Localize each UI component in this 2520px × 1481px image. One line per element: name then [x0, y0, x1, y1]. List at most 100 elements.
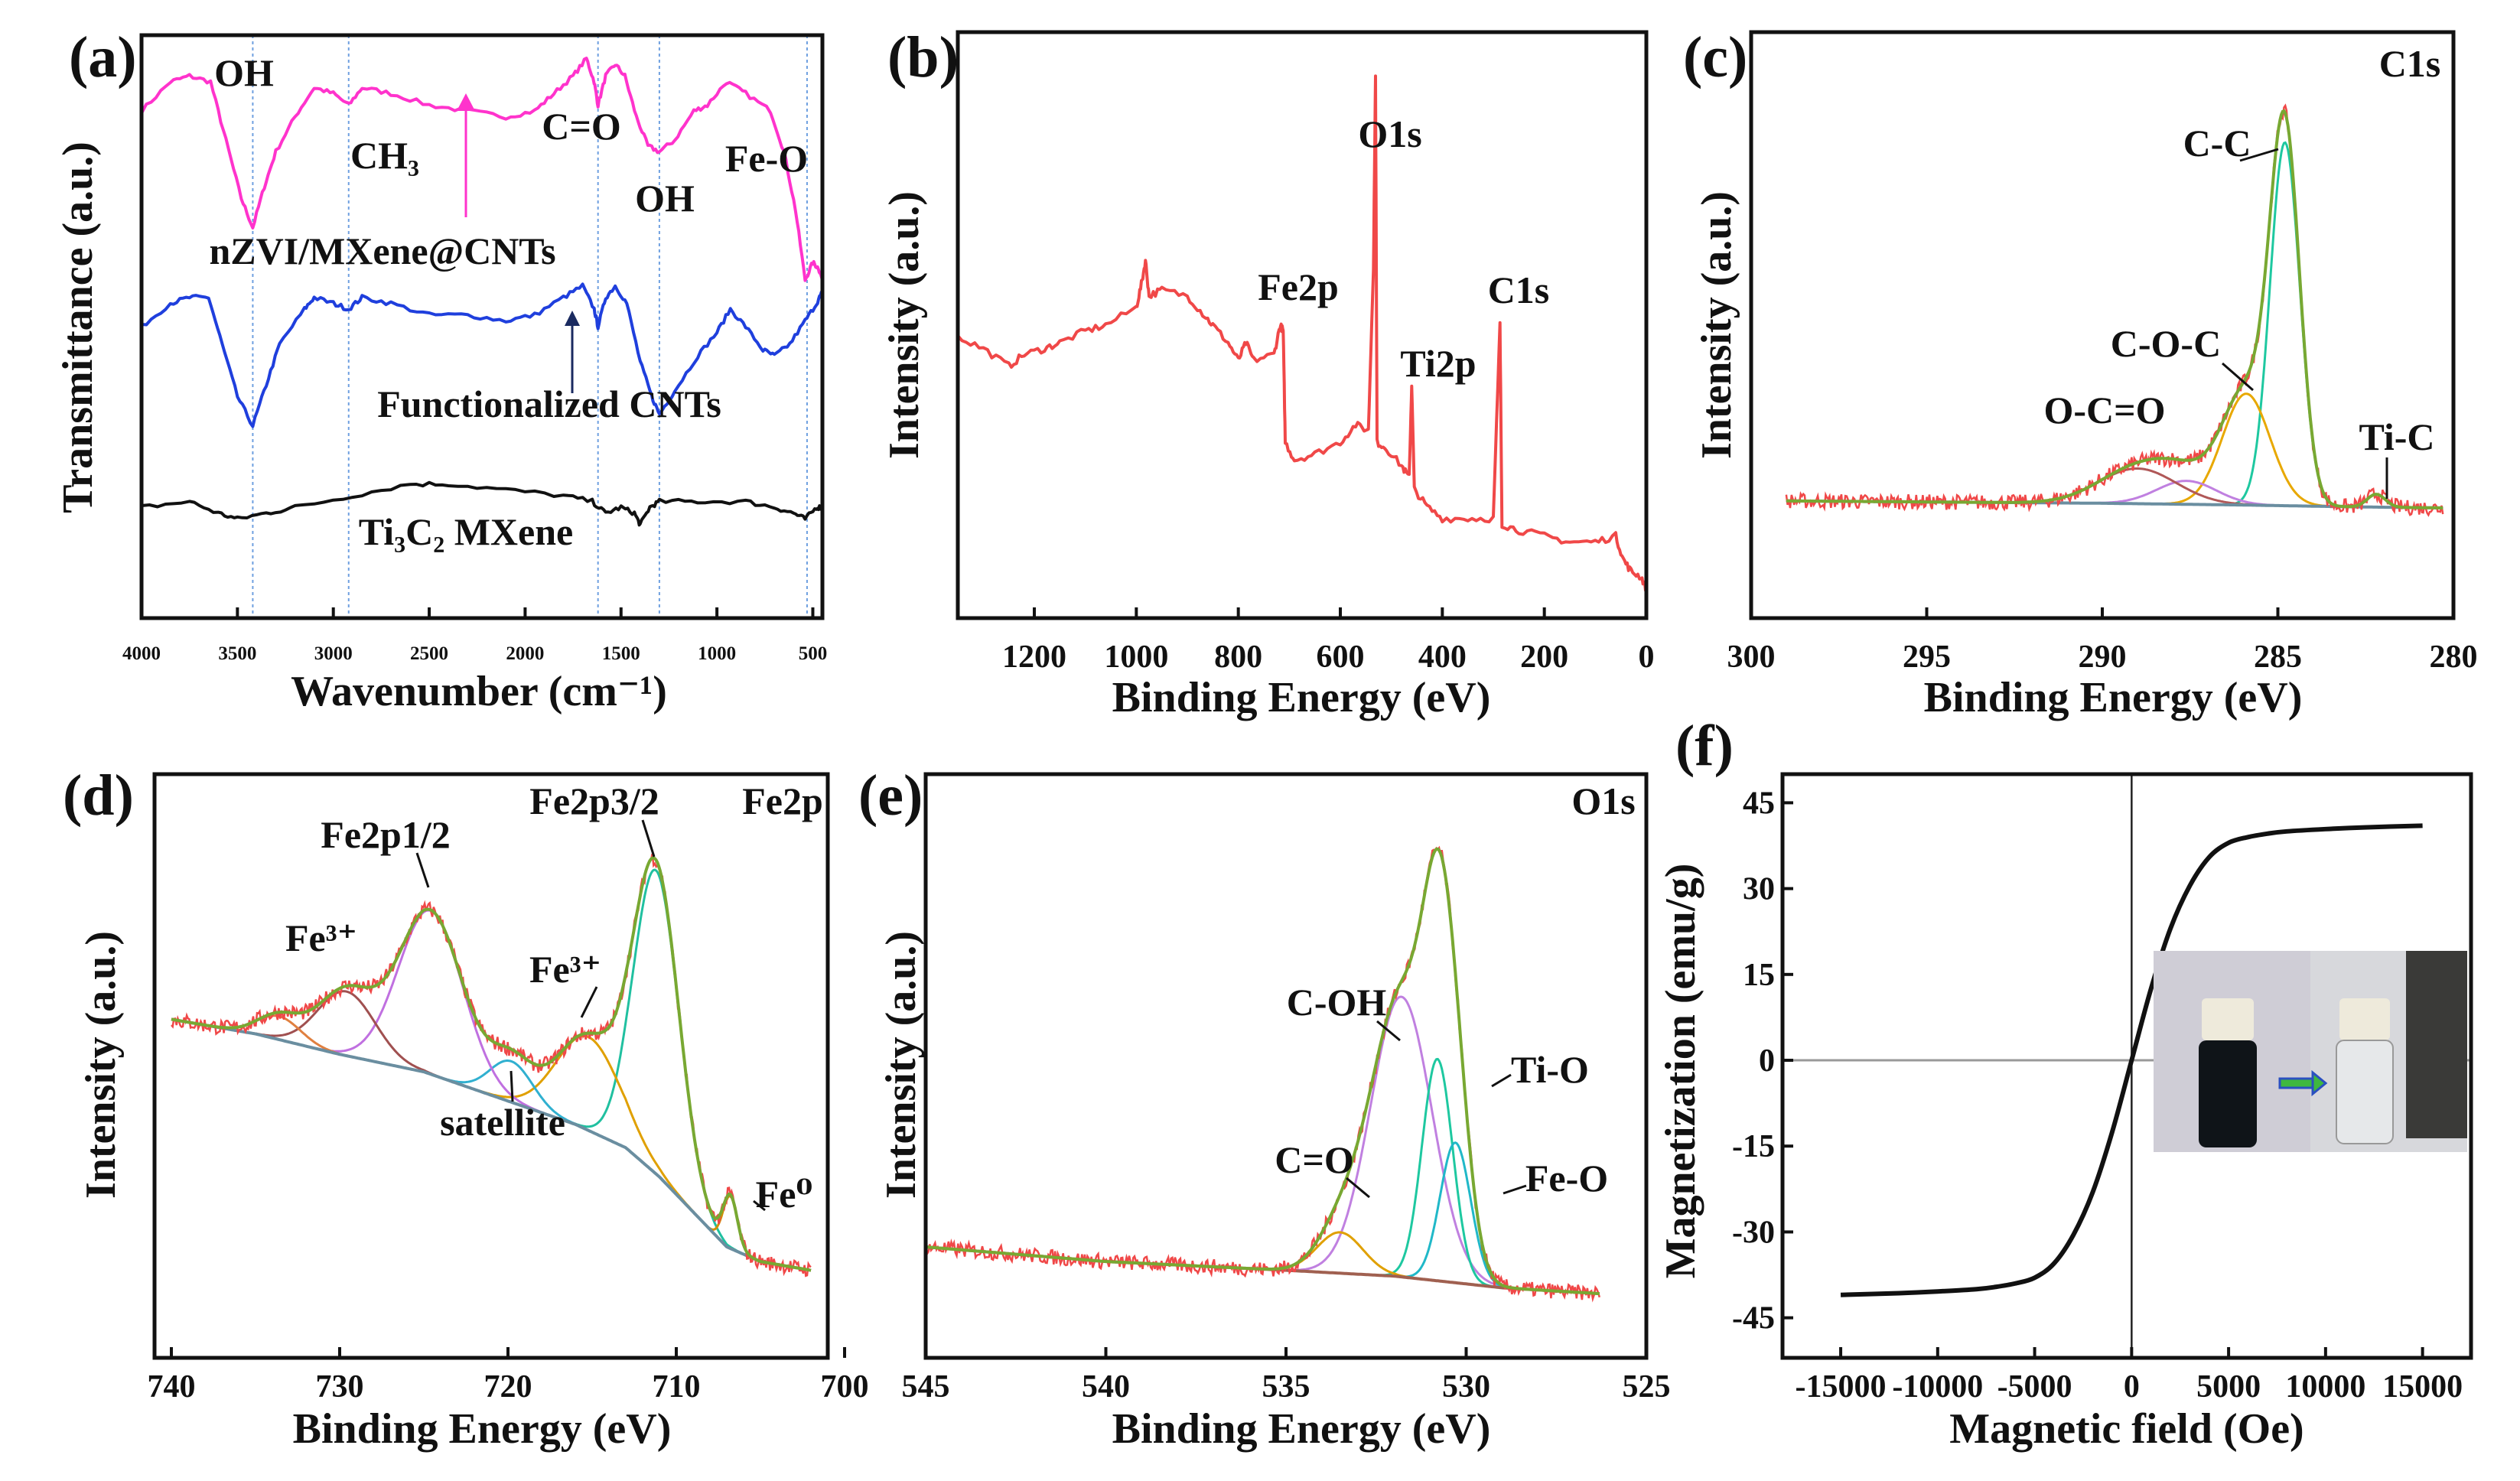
x-axis-title: Binding Energy (eV)	[293, 1405, 672, 1453]
raw-data-line	[924, 845, 1601, 1303]
x-axis-title: Binding Energy (eV)	[1112, 674, 1491, 721]
series-line-ti-c-mxene	[141, 480, 824, 527]
fit-envelope-line	[925, 847, 1600, 1296]
annotation-label: Functionalized CNTs	[377, 382, 721, 425]
fit-envelope-line	[171, 856, 812, 1272]
plot-frame	[152, 772, 830, 1360]
x-tick-label: 500	[799, 643, 828, 664]
annotation-label: C1s	[1488, 269, 1550, 311]
x-tick-label: -10000	[1892, 1369, 1983, 1405]
pointer-line	[641, 819, 656, 858]
x-tick-label: 300	[1727, 640, 1776, 675]
panel-a: 4000 3500 3000 2500 2000 1500 1000 500 Wavenumbe…	[54, 25, 827, 715]
panel-label: (b)	[887, 25, 959, 90]
x-tick-label: 1500	[602, 643, 640, 664]
x-tick-label: 0	[1639, 640, 1655, 675]
arrow-right-icon	[2278, 1077, 2316, 1089]
plot-frame	[956, 30, 1649, 620]
panel-title: O1s	[1571, 780, 1635, 822]
x-tick-label: 3000	[314, 643, 353, 664]
y-tick-label: -45	[1732, 1301, 1775, 1336]
plot-frame	[1780, 772, 2473, 1360]
arrow-up-icon	[457, 93, 475, 111]
annotation-label: C-O-C	[2111, 322, 2221, 365]
annotation-label: Fe⁰	[756, 1173, 813, 1216]
x-tick-label: 710	[653, 1369, 701, 1405]
component-peak-ti-o	[925, 1057, 1600, 1295]
annotation-label: nZVI/MXene@CNTs	[209, 229, 555, 272]
annotation-label: O-C=O	[2043, 389, 2165, 431]
x-tick-label: 200	[1520, 640, 1568, 675]
annotation-label: Fe³⁺	[285, 916, 357, 959]
magnet-block	[2406, 951, 2467, 1138]
x-axis-title: Magnetic field (Oe)	[1949, 1405, 2303, 1453]
y-axis-title: Intensity (a.u.)	[77, 931, 125, 1199]
series-line-functionalized-cnts	[141, 282, 823, 428]
panel-label: (a)	[69, 25, 137, 90]
annotation-label: Ti2p	[1400, 342, 1476, 385]
x-tick-label: 285	[2254, 640, 2302, 675]
annotation-label: CH₃	[350, 134, 419, 177]
x-tick-label: 730	[316, 1369, 364, 1405]
panel-label: (d)	[63, 763, 134, 828]
x-tick-label: 280	[2430, 640, 2478, 675]
annotation-label: Ti-O	[1511, 1048, 1589, 1091]
pointer-line	[1346, 1177, 1370, 1199]
panel-label: (e)	[858, 763, 923, 828]
x-tick-label: 540	[1082, 1369, 1130, 1405]
annotation-label: Fe³⁺	[529, 948, 601, 991]
pointer-line	[753, 1199, 766, 1212]
vial-cap	[2202, 998, 2254, 1040]
y-tick-label: 45	[1743, 786, 1775, 821]
annotation-label: Fe2p1/2	[321, 813, 450, 856]
annotation-label: C=O	[1275, 1138, 1354, 1181]
pointer-line	[2239, 148, 2279, 162]
annotation-label: Fe2p	[1258, 265, 1339, 308]
x-tick-label: 535	[1262, 1369, 1310, 1405]
x-tick-label: 4000	[122, 643, 161, 664]
x-tick-label: -15000	[1796, 1369, 1887, 1405]
x-tick-label: 600	[1317, 640, 1365, 675]
x-tick-label: 2500	[410, 643, 448, 664]
raw-data-line	[1785, 103, 2444, 517]
x-tick-label: 295	[1903, 640, 1951, 675]
x-tick-label: 1000	[698, 643, 736, 664]
pointer-line	[1491, 1073, 1512, 1088]
y-tick-label: -15	[1732, 1129, 1775, 1164]
series-line-survey	[956, 74, 1648, 592]
y-tick-label: 15	[1743, 958, 1775, 993]
x-tick-label: 800	[1214, 640, 1262, 675]
arrow-up-icon	[565, 311, 580, 326]
vial-cap	[2339, 998, 2390, 1040]
plot-frame	[1749, 30, 2456, 620]
x-tick-label: 525	[1623, 1369, 1671, 1405]
x-tick-label: 700	[821, 1369, 869, 1405]
x-tick-label: 400	[1418, 640, 1467, 675]
x-tick-label: 1000	[1104, 640, 1168, 675]
annotation-label: C=O	[542, 105, 621, 148]
x-tick-label: 1200	[1002, 640, 1066, 675]
series-line-nzvi-mxene-cnts	[140, 57, 824, 282]
y-axis-title: Intensity (a.u.)	[1693, 191, 1740, 459]
pointer-line	[2222, 362, 2254, 392]
vial-clear-solution	[2336, 1040, 2394, 1144]
inset-photo	[2154, 951, 2467, 1152]
pointer-line	[415, 852, 430, 888]
panel-title: Fe2p	[742, 780, 823, 822]
y-axis-title: Transmittance (a.u.)	[54, 142, 102, 513]
x-tick-label: 3500	[218, 643, 256, 664]
pointer-line	[1376, 1020, 1401, 1042]
x-axis-title: Binding Energy (eV)	[1924, 674, 2303, 721]
annotation-label: Fe-O	[1525, 1157, 1608, 1199]
x-tick-label: 10000	[2285, 1369, 2365, 1405]
panel-c: 300 295 290 285 280 Binding Energy (eV) Intens…	[1683, 25, 2478, 721]
y-tick-label: 30	[1743, 872, 1775, 907]
y-axis-title: Magnetization (emu/g)	[1657, 864, 1704, 1279]
x-tick-label: 290	[2079, 640, 2127, 675]
panel-label: (c)	[1683, 25, 1747, 90]
annotation-label: OH	[635, 177, 695, 220]
x-tick-label: 720	[484, 1369, 532, 1405]
annotation-label: O1s	[1358, 112, 1421, 155]
fit-envelope-line	[1786, 109, 2443, 509]
x-axis-title: Binding Energy (eV)	[1112, 1405, 1491, 1453]
